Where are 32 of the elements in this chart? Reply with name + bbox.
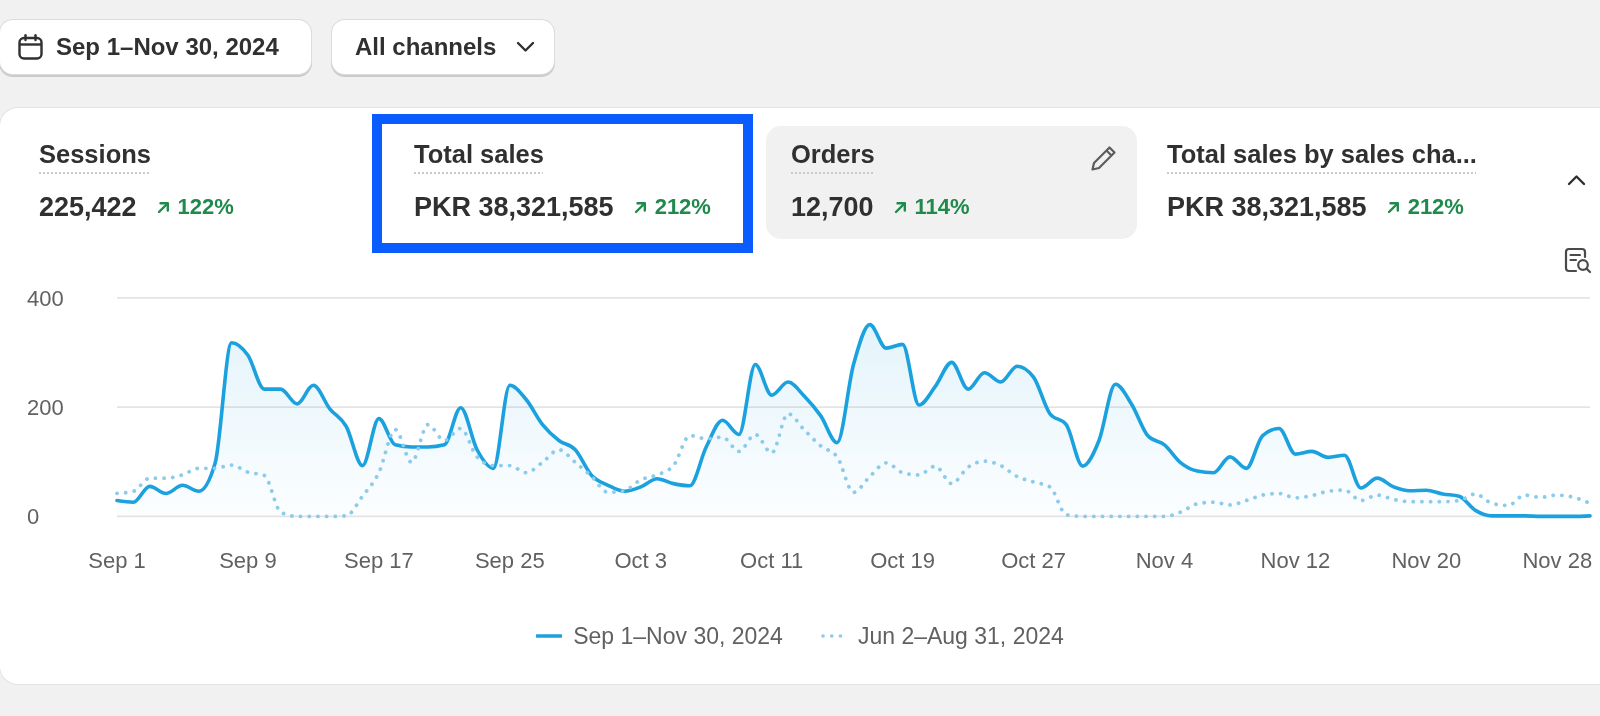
x-tick-label: Sep 25 — [474, 547, 545, 573]
text: PKR 38,321,585 — [1167, 191, 1367, 223]
x-tick-label: Oct 27 — [1001, 547, 1066, 573]
text: Total sales by sales cha... — [1167, 140, 1477, 168]
text: Sep 1–Nov 30, 2024 — [56, 33, 279, 61]
y-tick-label: 400 — [27, 285, 64, 311]
line-series — [115, 411, 1592, 519]
text: 12,700 — [791, 191, 874, 223]
text: 225,422 — [39, 191, 137, 223]
x-tick-label: Nov 12 — [1260, 547, 1331, 573]
x-tick-label: Nov 28 — [1522, 547, 1593, 573]
x-tick-label: Oct 3 — [614, 547, 668, 573]
text: Total sales — [414, 140, 544, 168]
text: Orders — [791, 140, 875, 168]
legend-label: Jun 2–Aug 31, 2024 — [857, 622, 1064, 650]
x-tick-label: Nov 4 — [1135, 547, 1194, 573]
y-tick-label: 0 — [27, 503, 40, 529]
text: PKR 38,321,585 — [414, 191, 614, 223]
text: Sessions — [39, 140, 151, 168]
x-tick-label: Sep 9 — [219, 547, 277, 573]
y-tick-label: 200 — [27, 394, 64, 420]
text: 114% — [914, 194, 970, 220]
x-tick-label: Oct 19 — [870, 547, 936, 573]
x-tick-label: Oct 11 — [740, 547, 804, 573]
x-tick-label: Sep 1 — [88, 547, 146, 573]
text: 212% — [1407, 194, 1464, 220]
text: 122% — [177, 194, 234, 220]
x-tick-label: Sep 17 — [344, 547, 414, 573]
legend-label: Sep 1–Nov 30, 2024 — [573, 622, 783, 650]
x-tick-label: Nov 20 — [1391, 547, 1462, 573]
text: All channels — [355, 33, 497, 61]
text: 212% — [654, 194, 711, 220]
